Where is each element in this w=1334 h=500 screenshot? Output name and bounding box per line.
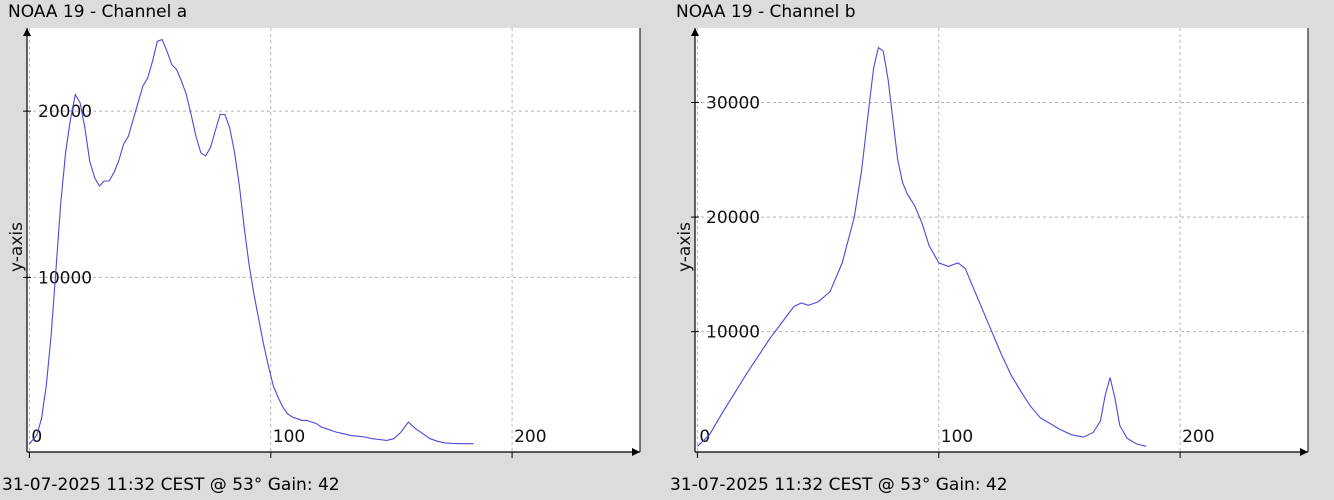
y-axis-title: y-axis [7,222,27,272]
chart-title: NOAA 19 - Channel b [676,2,856,22]
y-axis-arrow [691,28,699,36]
line-chart-b: 0 100 200 10000 20000 30000 y-axis [675,28,1309,458]
y-tick-label: 20000 [706,208,760,228]
y-tick-label: 30000 [706,93,760,113]
line-chart-a: 0 100 200 10000 20000 y-axis [7,28,641,458]
series-line [697,46,1147,447]
x-tick-label: 0 [31,427,42,447]
plot-area [695,28,1308,452]
x-axis-arrow [1300,448,1308,456]
series-line [28,38,474,445]
x-tick-label: 100 [941,427,973,447]
chart-title: NOAA 19 - Channel a [8,2,188,22]
chart-panel-a: NOAA 19 - Channel a 0 100 200 10000 20000 y-a… [0,0,641,500]
plot-area [27,28,640,452]
y-tick-label: 10000 [706,323,760,343]
chart-footer: 31-07-2025 11:32 CEST @ 53° Gain: 42 [670,475,1008,495]
x-tick-label: 200 [1182,427,1214,447]
chart-footer: 31-07-2025 11:32 CEST @ 53° Gain: 42 [2,475,340,495]
chart-panel-b: NOAA 19 - Channel b 0 100 200 10000 20000 300… [668,0,1309,500]
y-tick-label: 10000 [38,268,92,288]
x-tick-label: 100 [273,427,305,447]
y-tick-label: 20000 [38,102,92,122]
x-tick-label: 0 [699,427,710,447]
x-tick-label: 200 [514,427,546,447]
y-axis-arrow [23,28,31,36]
y-axis-title: y-axis [675,222,695,272]
x-axis-arrow [632,448,640,456]
